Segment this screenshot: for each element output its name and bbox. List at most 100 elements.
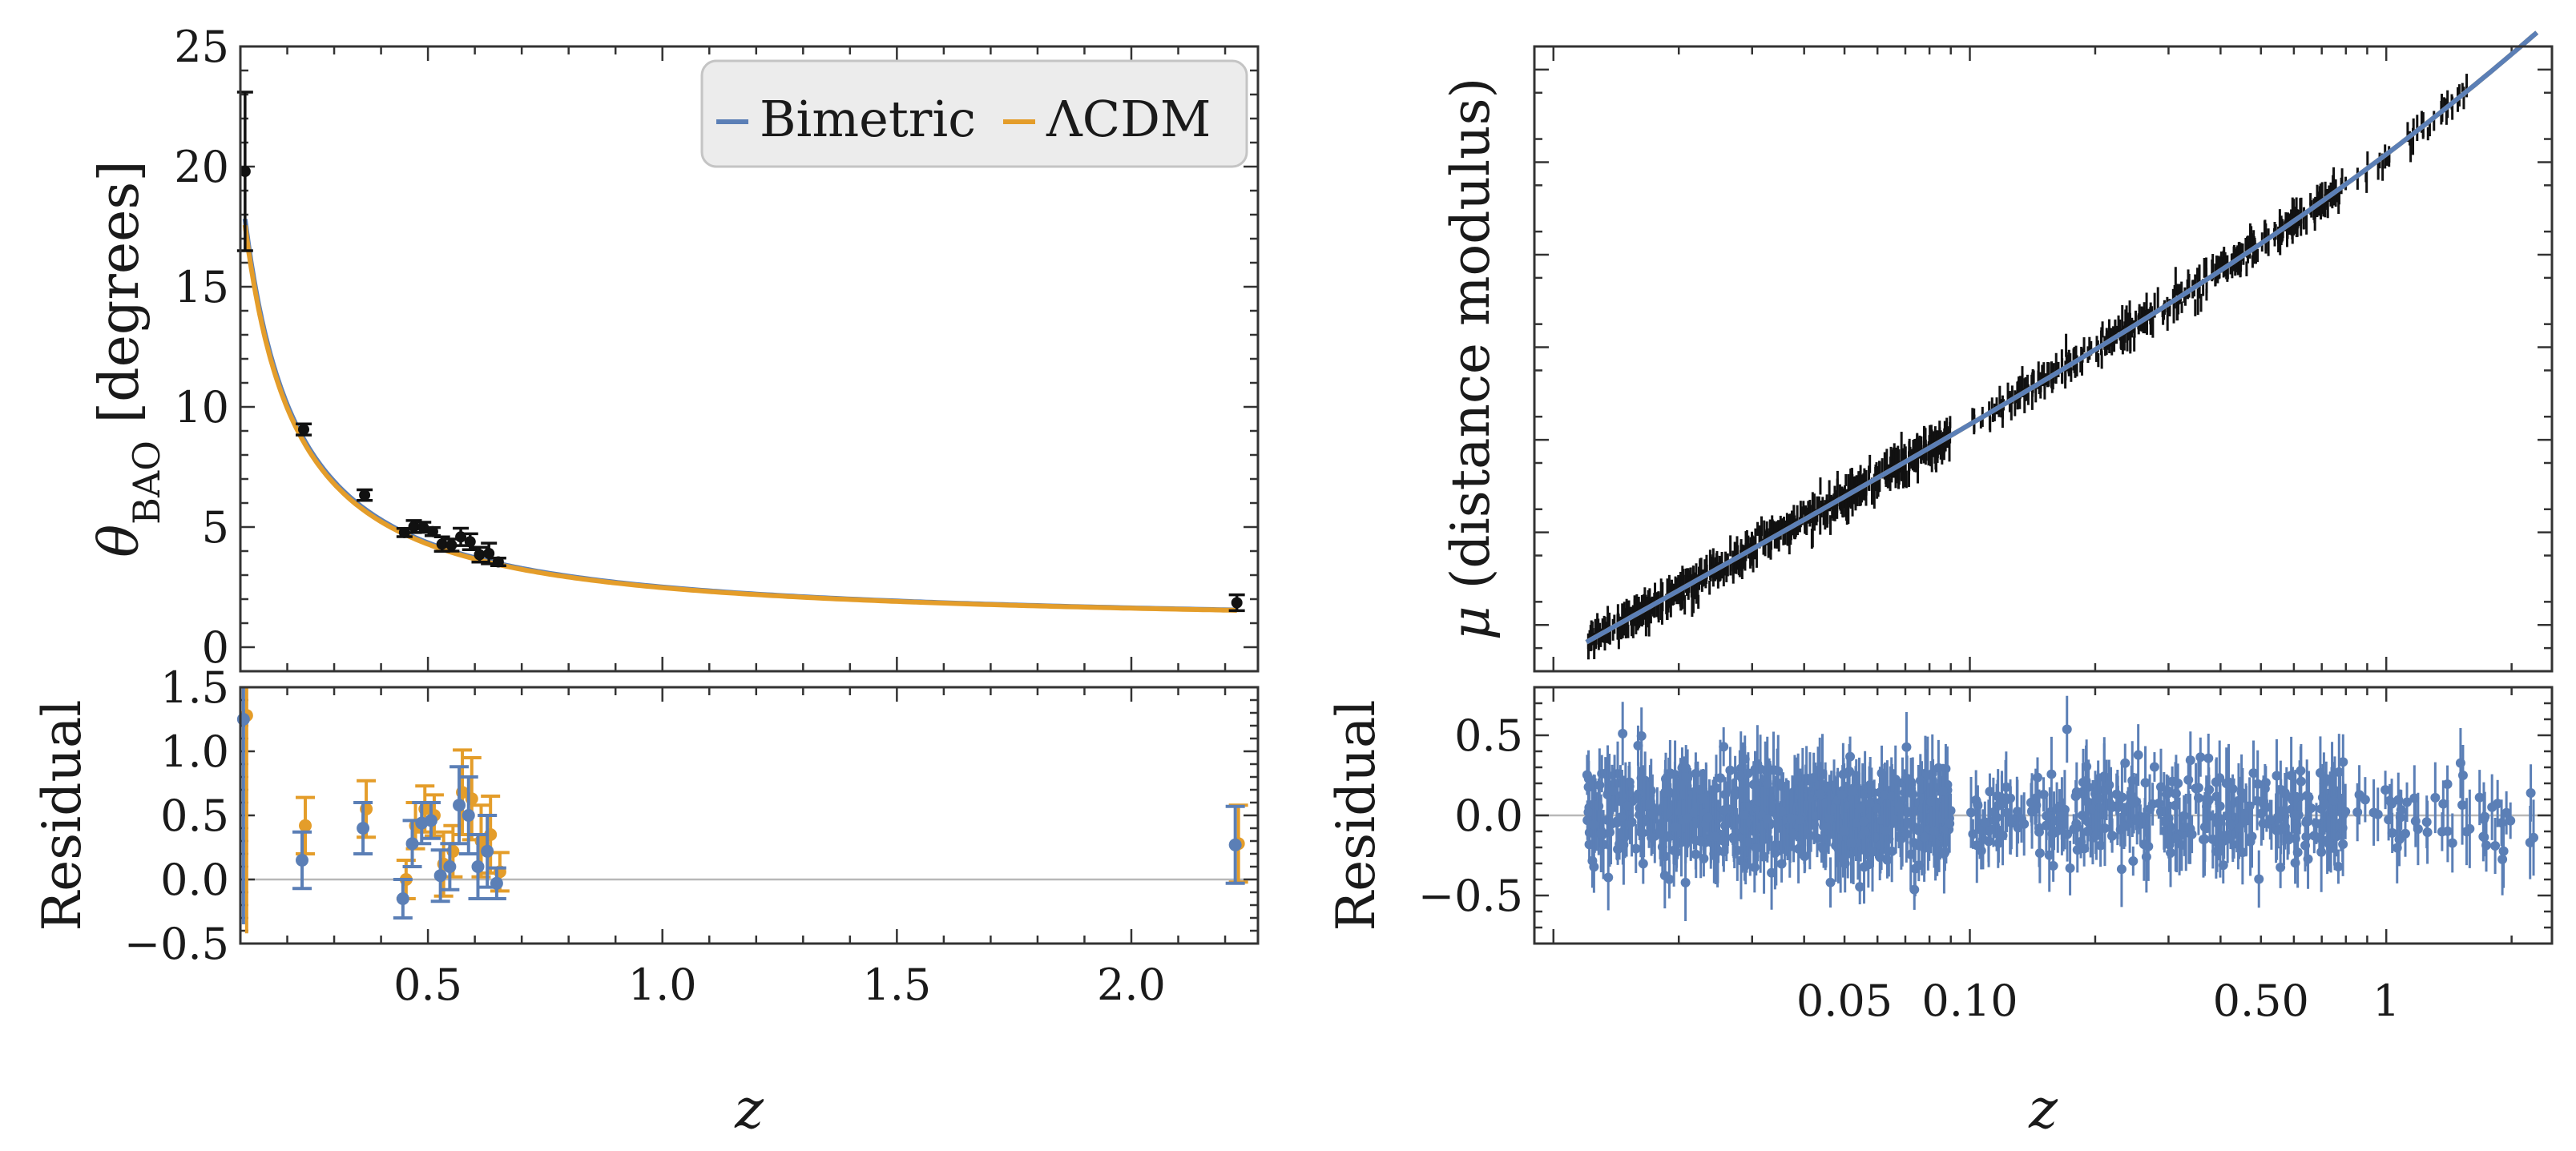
sn-res-xtick-label: 0.10 [1921, 976, 2018, 1026]
sn-res-point [1767, 867, 1777, 878]
sn-res-point [2038, 789, 2049, 799]
sn-res-point [1972, 840, 1982, 851]
bao-res-point-bimetric [236, 713, 250, 726]
bao-curve-λcdm [242, 225, 1237, 613]
sn-res-point [2474, 792, 2485, 803]
sn-res-point [2116, 864, 2127, 875]
sn-res-point [1855, 882, 1865, 892]
sn-res-point [1740, 754, 1750, 764]
sn-res-point [1670, 823, 1680, 833]
sn-res-point [1908, 789, 1918, 799]
bao-top-ytick-label: 15 [174, 262, 229, 312]
sn-res-point [1719, 804, 1730, 815]
sn-res-point [2012, 807, 2022, 817]
sn-res-point [2145, 804, 2155, 815]
bao-res-xtick-label: 0.5 [393, 960, 462, 1010]
sn-res-point [1699, 853, 1709, 863]
bao-data-point [398, 526, 410, 538]
sn-res-point [1825, 877, 1836, 887]
sn-res-point [1820, 798, 1830, 808]
sn-res-point [1867, 847, 1877, 857]
sn-residual-panel: −0.5 0.0 0.5 0.05 0.10 0.50 1 Residual [1325, 686, 2554, 1026]
sn-res-xtick-label: 0.05 [1796, 976, 1893, 1026]
sn-res-point [2065, 863, 2075, 873]
sn-res-point [1838, 854, 1848, 864]
sn-res-point [1933, 763, 1944, 773]
sn-res-point [2107, 831, 2118, 841]
sn-res-point [1980, 817, 1990, 827]
sn-res-point [1739, 810, 1749, 820]
sn-res-point [1865, 779, 1876, 790]
sn-res-point [1940, 847, 1950, 857]
sn-res-point [2082, 827, 2093, 837]
bao-data-point [1231, 597, 1243, 609]
sn-res-point [2133, 750, 2143, 760]
sn-res-point [1929, 826, 1939, 836]
sn-res-point [1890, 775, 1901, 785]
bao-x-axis-title: z [734, 1078, 764, 1141]
sn-res-point [1864, 799, 1875, 809]
sn-res-point [1839, 827, 1849, 837]
sn-res-point [2311, 819, 2321, 829]
sn-res-xtick-label: 1 [2372, 976, 2400, 1026]
bao-res-point-bimetric [443, 860, 457, 873]
sn-res-point [1682, 813, 1692, 823]
sn-res-point [2027, 806, 2038, 816]
sn-res-point [2505, 815, 2516, 826]
sn-res-point [2159, 816, 2170, 827]
bao-data-point [408, 521, 420, 533]
sn-res-point [2302, 815, 2312, 826]
bao-data-point [239, 166, 251, 177]
sn-res-point [2171, 833, 2181, 843]
sn-res-point [1583, 807, 1594, 817]
sn-res-point [1816, 789, 1826, 799]
legend-bimetric-label: Bimetric [760, 90, 976, 148]
sn-res-point [1638, 859, 1648, 869]
sn-res-point [1901, 742, 1912, 752]
sn-res-point [2071, 819, 2082, 829]
sn-res-point [2057, 811, 2067, 822]
sn-res-point [1729, 834, 1740, 844]
sn-res-point [1589, 819, 1599, 830]
bao-res-point-bimetric [490, 876, 503, 890]
sn-res-point [1759, 851, 1769, 862]
sn-res-point [1607, 786, 1618, 796]
sn-x-axis-title: z [2028, 1078, 2058, 1141]
bao-res-xtick-label: 2.0 [1097, 960, 1166, 1010]
sn-res-point [2221, 778, 2231, 788]
sn-res-point [2070, 791, 2081, 802]
sn-res-point [1618, 728, 1628, 738]
bao-res-ytick-label: 0.5 [160, 791, 229, 841]
sn-res-point [1753, 796, 1764, 807]
bao-residual-y-axis-title: Residual [31, 700, 93, 932]
sn-res-point [2099, 823, 2110, 834]
sn-res-point [2198, 835, 2208, 845]
sn-res-point [2199, 822, 2210, 832]
sn-res-point [2111, 789, 2122, 799]
bao-data-point [483, 548, 495, 559]
bao-residual-panel: −0.5 0.0 0.5 1.0 1.5 0.5 1.0 1.5 2.0 Residual [31, 662, 1260, 1010]
bao-res-point-bimetric [396, 892, 409, 905]
sn-res-point [1751, 843, 1761, 853]
sn-res-point [1730, 789, 1740, 799]
sn-residual-ticks [1534, 686, 2552, 945]
sn-res-point [2480, 811, 2490, 822]
sn-res-point [2276, 806, 2286, 816]
sn-res-point [1901, 829, 1912, 839]
sn-res-point [2334, 767, 2344, 777]
bao-data-point [417, 521, 429, 533]
sn-res-point [2044, 850, 2054, 860]
sn-res-point [1824, 813, 1835, 823]
sn-res-point [2034, 848, 2045, 859]
sn-res-point [2078, 777, 2089, 787]
sn-res-point [2487, 802, 2497, 812]
bao-top-ytick-label: 0 [202, 622, 229, 673]
bao-residual-frame [239, 686, 1260, 945]
sn-res-point [1848, 786, 1858, 796]
sn-res-point [2402, 797, 2413, 807]
bao-top-ytick-label: 10 [174, 382, 229, 433]
sn-residual-points [1582, 695, 2539, 922]
sn-res-point [2261, 802, 2272, 812]
bao-res-ytick-label: −0.5 [124, 919, 229, 969]
sn-res-ytick-label: 0.5 [1454, 710, 1523, 761]
